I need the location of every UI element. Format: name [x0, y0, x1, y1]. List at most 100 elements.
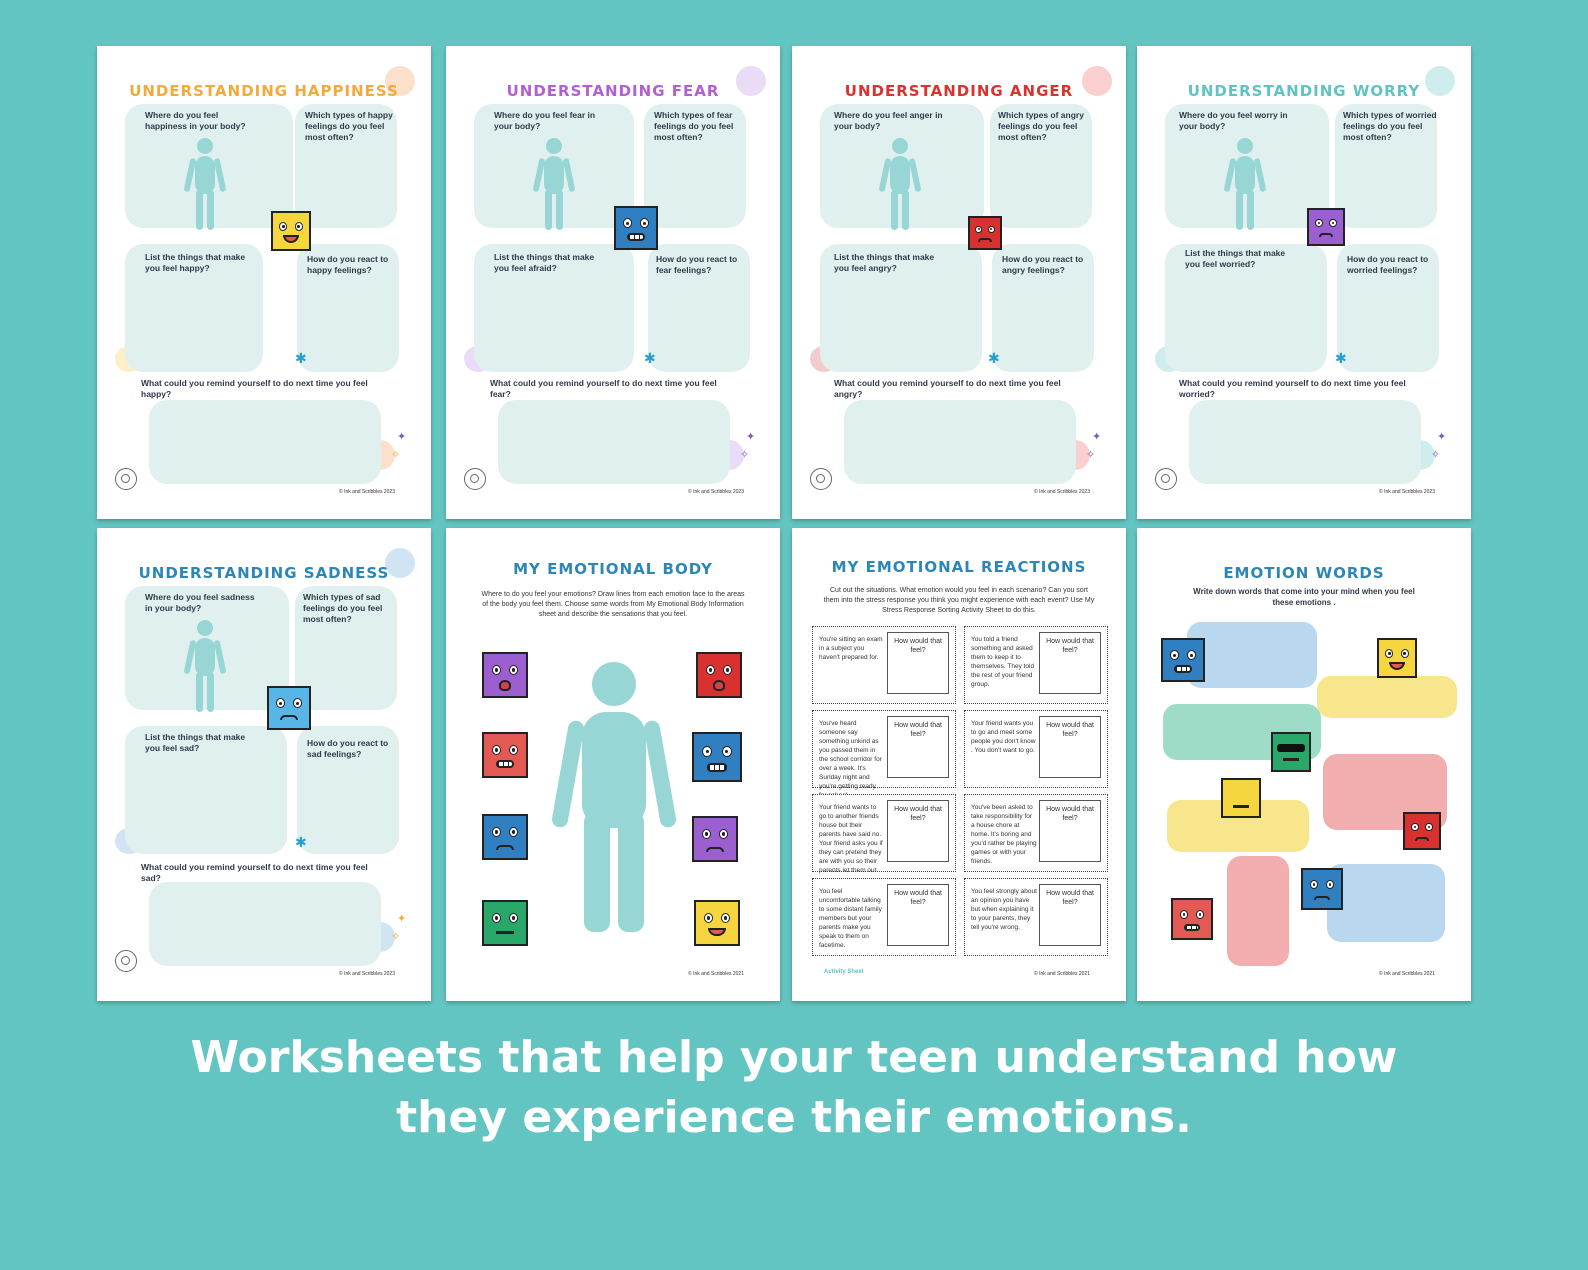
answer-box[interactable]: [1165, 244, 1327, 372]
speech-bubble[interactable]: [1227, 856, 1289, 966]
speech-bubble[interactable]: [1327, 864, 1445, 942]
person-figure-icon: [1223, 138, 1267, 230]
question: List the things that make you feel angry…: [834, 252, 935, 273]
answer-box[interactable]: [125, 244, 263, 372]
scenario-card[interactable]: You told a friend something and asked th…: [964, 626, 1108, 704]
scenario-text: You've heard someone say something unkin…: [819, 720, 882, 799]
copyright: © Ink and Scribbles 2023: [339, 971, 395, 977]
feeling-answer-box[interactable]: How would that feel?: [887, 632, 949, 694]
person-figure-icon: [183, 620, 227, 712]
scenario-card[interactable]: You've heard someone say something unkin…: [812, 710, 956, 799]
sad-face-icon: [1301, 868, 1343, 910]
answer-box[interactable]: [498, 400, 730, 484]
feeling-answer-box[interactable]: How would that feel?: [1039, 632, 1101, 694]
scenario-card[interactable]: Your friend wants you to go and meet som…: [964, 710, 1108, 788]
sparkle-icon: ✧: [740, 449, 750, 461]
sparkle-icon: ✧: [391, 449, 401, 461]
shocked-face-icon: [482, 652, 528, 698]
answer-box[interactable]: [297, 244, 399, 372]
answer-box[interactable]: [149, 400, 381, 484]
answer-box[interactable]: [295, 104, 397, 228]
answer-box[interactable]: [297, 726, 399, 854]
copyright: © Ink and Scribbles 2021: [1034, 971, 1090, 977]
sheet-title: UNDERSTANDING WORRY: [1187, 82, 1421, 100]
question: Where do you feel sadness in your body?: [145, 592, 255, 613]
question: What could you remind yourself to do nex…: [141, 378, 368, 399]
answer-box[interactable]: [1335, 104, 1437, 228]
caption: Worksheets that help your teen understan…: [0, 1028, 1588, 1148]
asterisk-icon: ✱: [1335, 350, 1347, 366]
copyright: © Ink and Scribbles 2023: [339, 489, 395, 495]
question: Where do you feel happiness in your body…: [145, 110, 246, 131]
sad-face-icon: [267, 686, 311, 730]
question: What could you remind yourself to do nex…: [490, 378, 717, 399]
sparkle-icon: ✦: [1437, 431, 1447, 443]
speech-bubble[interactable]: [1317, 676, 1457, 718]
happy-face-icon: [694, 900, 740, 946]
sparkle-icon: ✦: [397, 431, 407, 443]
spiral-icon: [810, 468, 832, 490]
sheet-title: MY EMOTIONAL REACTIONS: [831, 558, 1087, 576]
question: How do you react to angry feelings?: [1002, 254, 1084, 275]
sparkle-icon: ✦: [746, 431, 756, 443]
sparkle-icon: ✧: [391, 931, 401, 943]
answer-box[interactable]: [990, 104, 1092, 228]
scenario-text: You feel uncomfortable talking to some d…: [819, 888, 882, 949]
sheet-understanding-sadness: UNDERSTANDING SADNESS Where do you feel …: [97, 528, 431, 1001]
feeling-answer-box[interactable]: How would that feel?: [1039, 800, 1101, 862]
feeling-answer-box[interactable]: How would that feel?: [1039, 716, 1101, 778]
feeling-answer-box[interactable]: How would that feel?: [1039, 884, 1101, 946]
answer-box[interactable]: [992, 244, 1094, 372]
angry-face-icon: [1403, 812, 1441, 850]
scenario-text: You're sitting an exam in a subject you …: [819, 636, 883, 661]
answer-box[interactable]: [125, 726, 287, 854]
grimace-face-icon: [1171, 898, 1213, 940]
copyright: © Ink and Scribbles 2021: [1379, 971, 1435, 977]
cool-sunglasses-face-icon: [1271, 732, 1311, 772]
question: Where do you feel anger in your body?: [834, 110, 943, 131]
feeling-answer-box[interactable]: How would that feel?: [887, 800, 949, 862]
sheet-title: UNDERSTANDING ANGER: [844, 82, 1074, 100]
answer-box[interactable]: [844, 400, 1076, 484]
feeling-answer-box[interactable]: How would that feel?: [887, 716, 949, 778]
scenario-card[interactable]: You feel uncomfortable talking to some d…: [812, 878, 956, 956]
answer-box[interactable]: [149, 882, 381, 966]
scenario-text: You've been asked to take responsibility…: [971, 804, 1037, 865]
feeling-answer-box[interactable]: How would that feel?: [887, 884, 949, 946]
answer-box[interactable]: [295, 586, 397, 710]
scenario-card[interactable]: You're sitting an exam in a subject you …: [812, 626, 956, 704]
calm-face-icon: [1221, 778, 1261, 818]
answer-box[interactable]: [644, 104, 746, 228]
happy-face-icon: [271, 211, 311, 251]
question: Which types of fear feelings do you feel…: [654, 110, 734, 142]
scenario-card[interactable]: Your friend wants to go to another frien…: [812, 794, 956, 874]
answer-box[interactable]: [474, 244, 634, 372]
question: Which types of angry feelings do you fee…: [998, 110, 1084, 142]
activity-sheet-label: Activity Sheet: [824, 969, 864, 975]
answer-box[interactable]: [648, 244, 750, 372]
worried-face-icon: [1307, 208, 1345, 246]
asterisk-icon: ✱: [295, 834, 307, 850]
question: What could you remind yourself to do nex…: [141, 862, 368, 883]
person-figure-icon: [878, 138, 922, 230]
sad-face-icon: [482, 814, 528, 860]
answer-box[interactable]: [820, 244, 982, 372]
answer-box[interactable]: [1337, 244, 1439, 372]
question: How do you react to sad feelings?: [307, 738, 389, 759]
spiral-icon: [115, 950, 137, 972]
sheet-title: UNDERSTANDING SADNESS: [138, 564, 390, 582]
question: List the things that make you feel worri…: [1185, 248, 1286, 269]
person-figure-icon: [550, 662, 678, 932]
answer-box[interactable]: [1189, 400, 1421, 484]
instructions: Write down words that come into your min…: [1193, 587, 1415, 607]
worried-face-icon: [692, 816, 738, 862]
sheet-title: MY EMOTIONAL BODY: [513, 560, 713, 578]
copyright: © Ink and Scribbles 2023: [1379, 489, 1435, 495]
question: What could you remind yourself to do nex…: [1179, 378, 1406, 399]
scenario-card[interactable]: You've been asked to take responsibility…: [964, 794, 1108, 872]
speech-bubble[interactable]: [1187, 622, 1317, 688]
fear-face-icon: [1161, 638, 1205, 682]
happy-face-icon: [1377, 638, 1417, 678]
copyright: © Ink and Scribbles 2023: [1034, 489, 1090, 495]
scenario-card[interactable]: You feel strongly about an opinion you h…: [964, 878, 1108, 956]
